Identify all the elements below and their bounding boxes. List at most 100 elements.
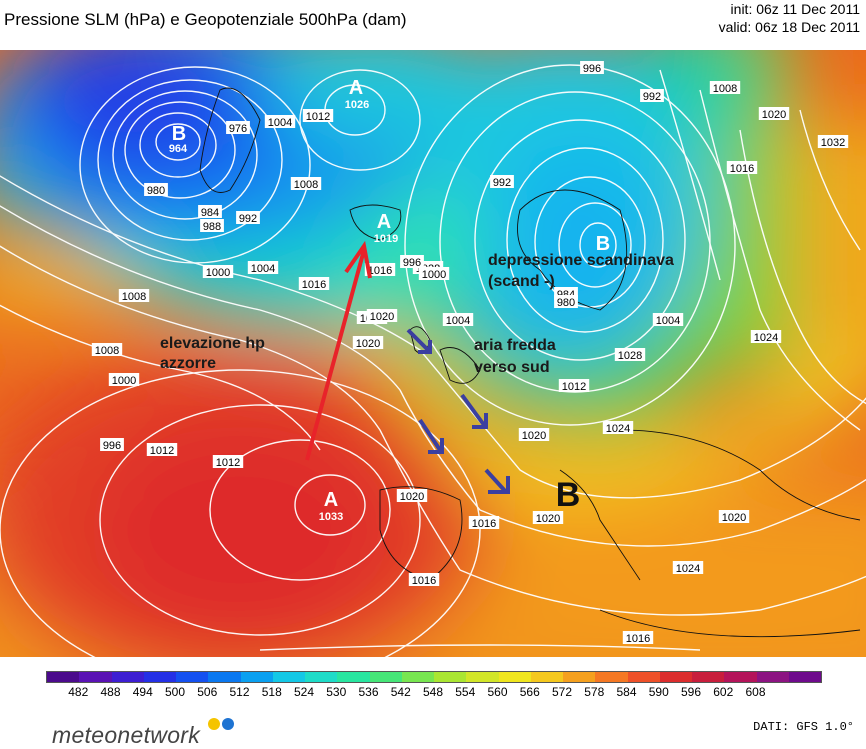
isobar-label-bg: [750, 330, 782, 343]
legend-swatch: [272, 672, 305, 682]
cold-arrow-2-head: [428, 438, 444, 454]
legend-tick: 524: [293, 685, 315, 699]
isobar-label: 1020: [536, 513, 560, 525]
legend-swatch: [530, 672, 563, 682]
low-italy-letter: B: [556, 476, 581, 514]
isobar-label: 1008: [122, 291, 146, 303]
run-info: init: 06z 11 Dec 2011 valid: 06z 18 Dec …: [719, 0, 860, 36]
legend-swatch: [434, 672, 467, 682]
isobar-label-bg: [817, 135, 849, 148]
annotations: elevazione hp azzorre depressione scandi…: [160, 252, 674, 376]
isobar-label-bg: [408, 573, 440, 586]
isobar-label: 992: [493, 177, 511, 189]
scandinavia-note-line2: (scand -): [488, 273, 555, 290]
geopotential-field: B 964 A 1026 A 1019 B A 1033 B 996 992 100…: [0, 50, 866, 657]
high-pressure-arrow: [305, 249, 366, 461]
isobar-label-bg: [302, 109, 334, 122]
isobar-label: 992: [643, 91, 661, 103]
annotation-arrows: [305, 240, 510, 494]
isobar-label: 1020: [722, 512, 746, 524]
isobar-label: 1000: [112, 375, 136, 387]
isobar-label-bg: [91, 343, 123, 356]
isobar-label-bg: [118, 289, 150, 302]
data-source: DATI: GFS 1.0°: [753, 720, 854, 734]
isobar-label: 1004: [268, 117, 292, 129]
isobar-label: 1016: [626, 633, 650, 645]
isobar-label: 996: [103, 440, 121, 452]
legend-swatch: [305, 672, 338, 682]
isobar-label: 1020: [762, 109, 786, 121]
high-pressure-arrowhead: [344, 240, 372, 279]
isobar-label: 1024: [606, 423, 630, 435]
high-north-letter: A: [349, 77, 363, 99]
isobar-label-bg: [100, 438, 124, 451]
cold-arrow-1: [406, 328, 430, 352]
isobar-label: 1012: [150, 445, 174, 457]
isobar-label: 980: [557, 297, 575, 309]
isobar-label-bg: [364, 263, 396, 276]
isobar-label-bg: [108, 373, 140, 386]
coastlines: [199, 87, 861, 638]
isobar-label-bg: [264, 115, 296, 128]
isobar-label: 1004: [446, 315, 470, 327]
legend-tick: 518: [261, 685, 282, 699]
isobar-label-bg: [442, 313, 474, 326]
isobar-label: 1024: [676, 563, 700, 575]
legend-tick: 554: [455, 685, 476, 699]
isobar-label-bg: [580, 61, 604, 74]
cold-arrow-1-head: [418, 340, 432, 354]
isobar-label: 1020: [522, 430, 546, 442]
isobar-label: 1016: [472, 518, 496, 530]
isobar-label-bg: [236, 211, 260, 224]
legend-tick: 590: [648, 685, 669, 699]
legend-swatch: [756, 672, 789, 682]
cold-arrow-3-head: [472, 413, 488, 429]
isobar-label: 1016: [368, 265, 392, 277]
isobar-label: 1020: [370, 311, 394, 323]
legend-tick: 530: [326, 685, 347, 699]
high-iceland-value: 1019: [374, 233, 398, 245]
legend-swatch: [627, 672, 660, 682]
isobars: [0, 64, 866, 657]
legend-tick: 536: [358, 685, 379, 699]
legend-swatch: [240, 672, 273, 682]
isobar-label-bg: [614, 348, 646, 361]
isobar-label-bg: [468, 516, 500, 529]
isobar-label: 976: [229, 123, 247, 135]
legend-tick: 500: [164, 685, 186, 699]
isobar-label-bg: [400, 255, 424, 268]
isobar-label: 1020: [356, 338, 380, 350]
isobar-label-bg: [652, 313, 684, 326]
high-azores-value: 1033: [319, 511, 343, 523]
isobar-label: 1012: [216, 457, 240, 469]
isobar-label-bg: [418, 267, 450, 280]
high-north-value: 1026: [345, 99, 369, 111]
isobar-label: 996: [583, 63, 601, 75]
isobar-label-bg: [366, 309, 398, 322]
legend-swatch: [369, 672, 402, 682]
isobar-label-bg: [718, 510, 750, 523]
legend-tick: 548: [422, 685, 444, 699]
isobar-label: 1016: [412, 575, 436, 587]
legend-swatch: [788, 672, 821, 682]
legend-swatch: [111, 672, 144, 682]
isobar-label: 996: [403, 257, 421, 269]
meteonetwork-logo: meteonetwork: [52, 722, 201, 748]
isobar-label-bg: [352, 336, 384, 349]
isobar-label-bg: [298, 277, 330, 290]
legend-ticks: 482 488 494 500 506 512 518 524 530 536 542 548 554 5…: [46, 685, 820, 701]
isobar-label: 1016: [730, 163, 754, 175]
legend-tick: 596: [680, 685, 702, 699]
isobar-label: 1016: [302, 279, 326, 291]
isobar-label-bg: [532, 511, 564, 524]
isobar-label-bg: [247, 261, 279, 274]
isobar-label-bg: [290, 177, 322, 190]
high-iceland-letter: A: [377, 211, 391, 233]
isobar-label-bg: [518, 428, 550, 441]
legend-swatch: [176, 672, 209, 682]
legend-tick: 602: [713, 685, 734, 699]
low-scandinavia-letter: B: [596, 233, 610, 255]
high-azores-letter: A: [324, 489, 338, 511]
isobar-label: 1004: [656, 315, 680, 327]
legend-tick: 608: [745, 685, 766, 699]
